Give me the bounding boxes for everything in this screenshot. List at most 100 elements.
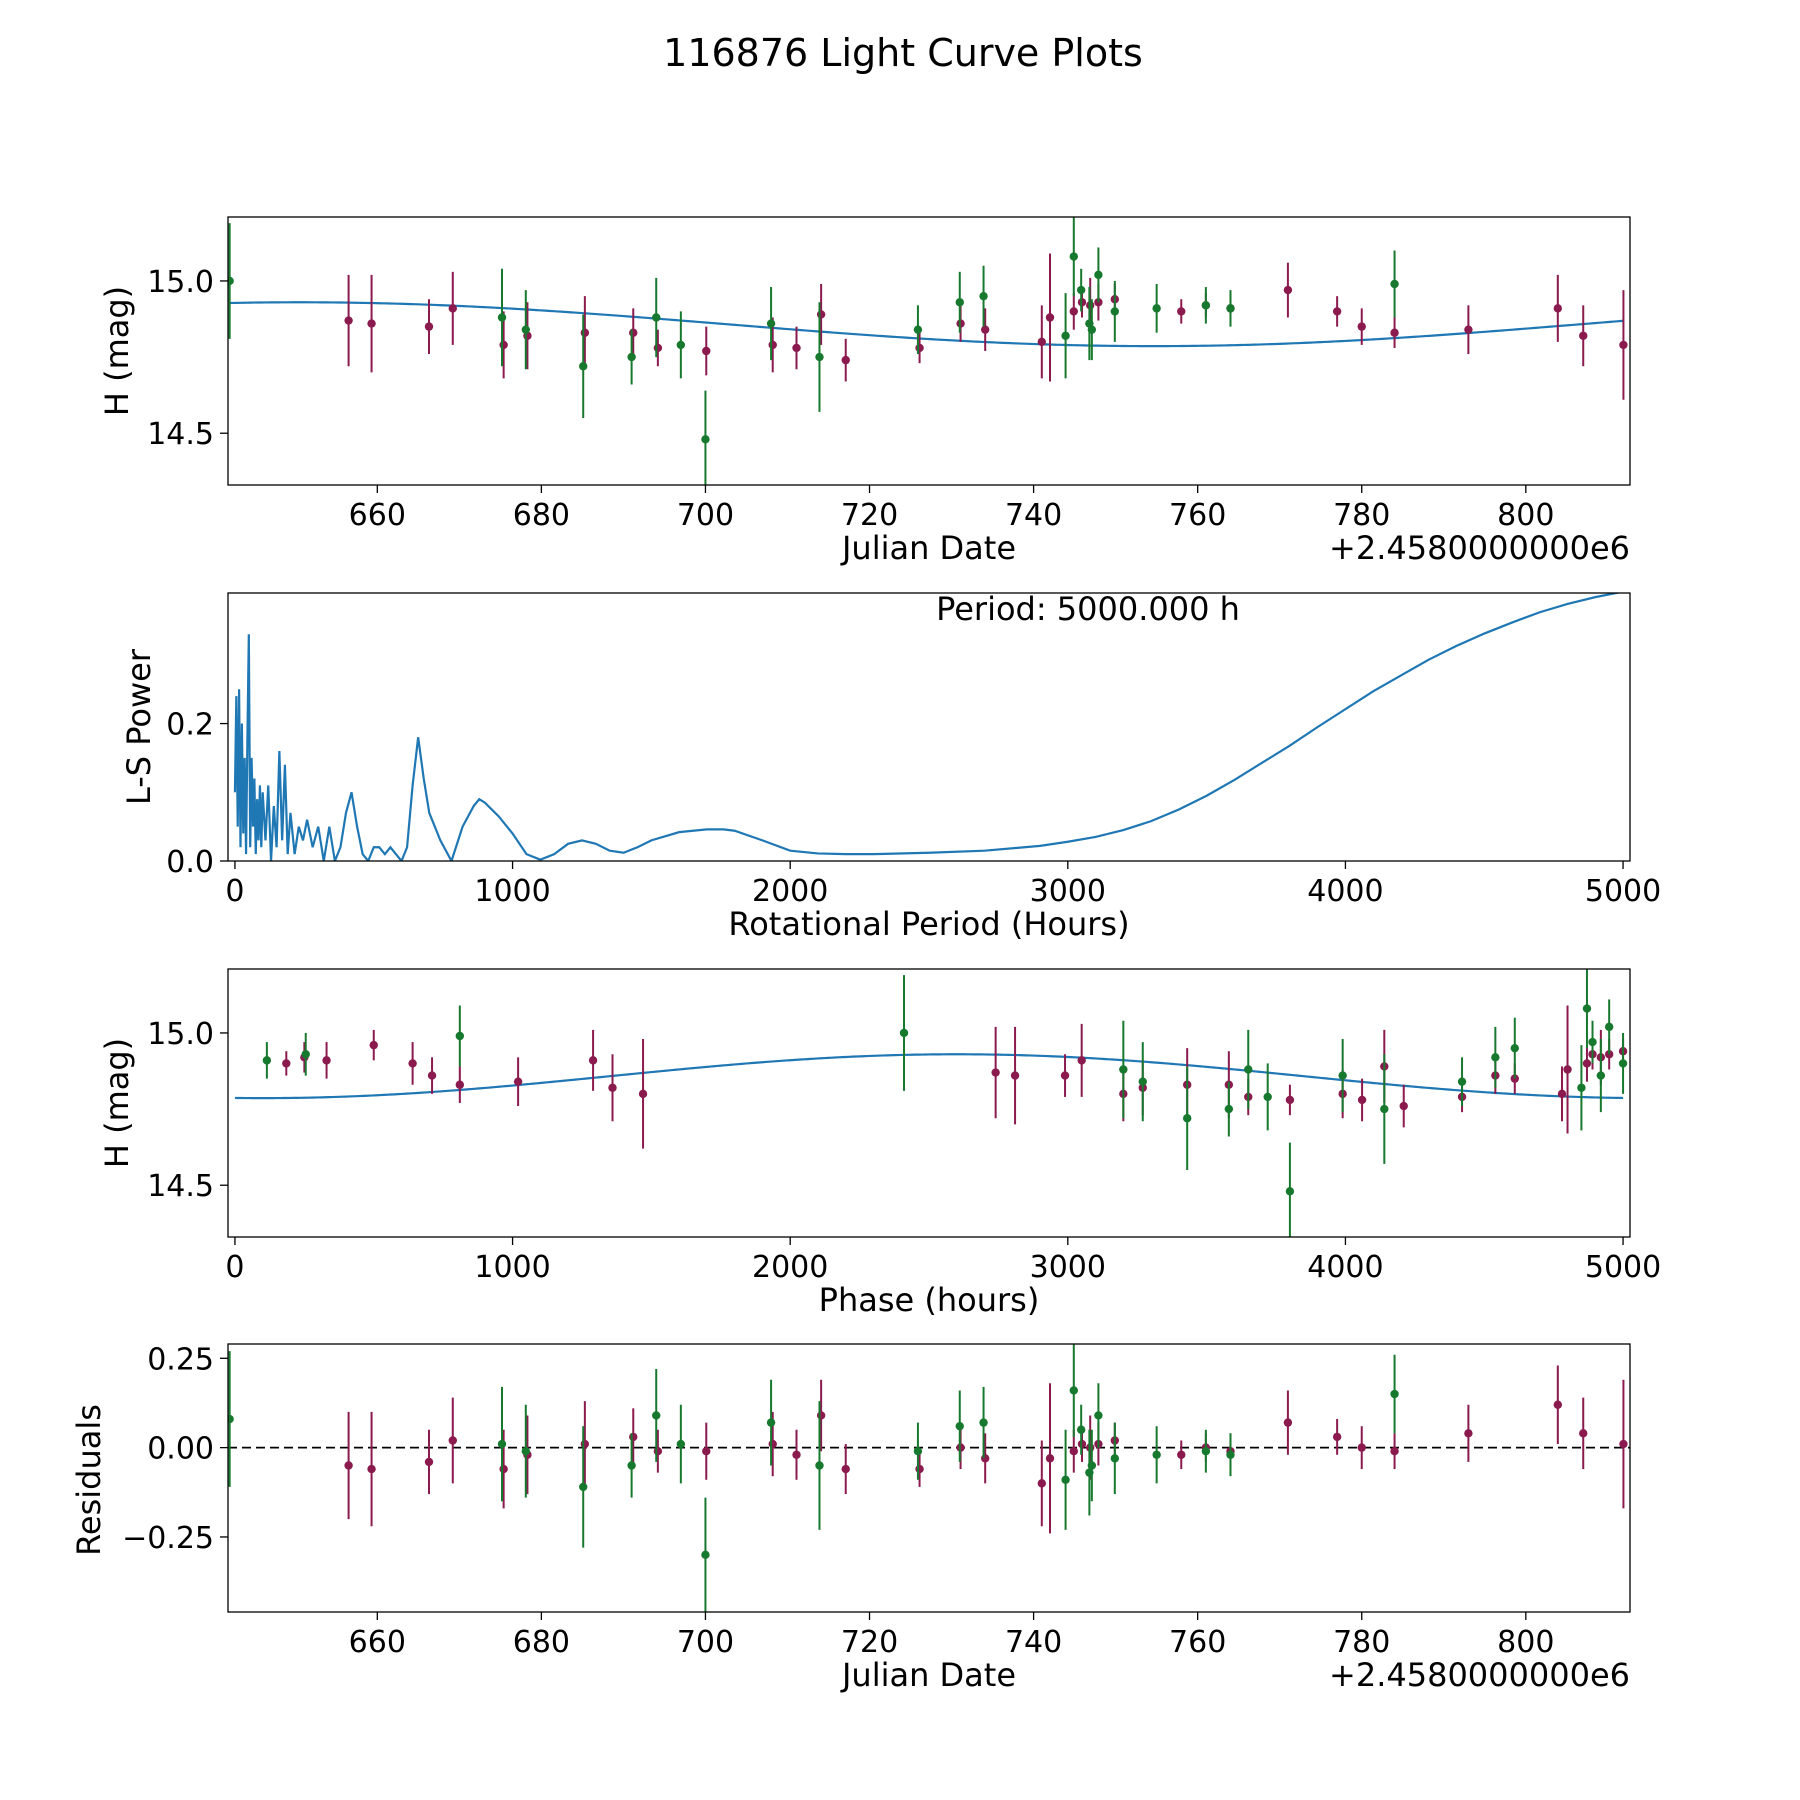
phased-data-point <box>282 1059 291 1068</box>
residuals-data-point <box>1110 1454 1120 1463</box>
phased-frame <box>227 968 1631 1238</box>
phased-data-point <box>1060 1071 1070 1080</box>
residuals-data-point <box>448 1436 457 1445</box>
residuals-data-point <box>652 1411 661 1420</box>
residuals-data-point <box>497 1439 507 1449</box>
phased-data-point <box>1138 1077 1147 1086</box>
residuals-data-point <box>579 1482 588 1492</box>
phased-data-point <box>1380 1104 1389 1114</box>
lightcurve-model-curve <box>229 301 1625 348</box>
phased-data-point <box>608 1083 617 1092</box>
phased-data-point <box>1596 1071 1606 1080</box>
lightcurve-ytick-label: 14.5 <box>147 417 214 452</box>
lightcurve-data-point <box>1045 313 1055 322</box>
periodogram-ytick-label: 0.0 <box>166 845 214 880</box>
phased-data-point <box>1285 1095 1295 1105</box>
phased-data-point <box>1285 1187 1295 1196</box>
periodogram-xtick-label: 0 <box>225 874 244 909</box>
residuals-data-point <box>701 1550 710 1560</box>
lightcurve-data-point <box>1087 325 1097 334</box>
lightcurve-data-point <box>1094 270 1103 280</box>
residuals-data-point <box>702 1447 711 1456</box>
lightcurve-data-point <box>815 352 824 362</box>
lightcurve-data-point <box>652 313 661 322</box>
lightcurve-data-point <box>980 325 990 334</box>
lightcurve-xtick-label: 720 <box>841 498 898 533</box>
lightcurve-xtick-label: 660 <box>349 498 406 533</box>
phased-data-point <box>1618 1059 1628 1068</box>
phased-data-point <box>1263 1092 1272 1102</box>
lightcurve-data-point <box>1619 340 1628 350</box>
phased-data-point <box>455 1080 465 1089</box>
lightcurve-data-point <box>424 322 434 331</box>
phased-xtick-label: 1000 <box>474 1250 550 1285</box>
phased-data-point <box>899 1028 909 1038</box>
residuals-xticks: 660 680 700 720 740 760 780 800 <box>349 1612 1554 1660</box>
phased-data-point <box>301 1050 310 1059</box>
residuals-data-point <box>841 1464 850 1474</box>
residuals-data-point <box>1553 1400 1563 1409</box>
lightcurve-xtick-label: 680 <box>513 498 570 533</box>
phased-xticks: 0 1000 2000 3000 4000 5000 <box>225 1237 1661 1285</box>
periodogram-line <box>233 593 1622 861</box>
residuals-frame <box>227 1343 1631 1613</box>
phased-data-point <box>1010 1071 1020 1080</box>
lightcurve-data-point <box>1226 304 1235 313</box>
periodogram-xtick-label: 3000 <box>1030 874 1106 909</box>
periodogram-xtick-label: 2000 <box>752 874 828 909</box>
residuals-data-point <box>1037 1479 1046 1488</box>
lightcurve-data-point <box>701 435 710 444</box>
lightcurve-offset-text: +2.4580000000e6 <box>1329 529 1630 567</box>
residuals-xtick-label: 660 <box>349 1625 406 1660</box>
lightcurve-data-point <box>1069 252 1078 261</box>
lightcurve-xticks: 660 680 700 720 740 760 780 800 <box>349 485 1554 533</box>
lightcurve-data-point <box>499 340 508 350</box>
residuals-data-point <box>1390 1389 1399 1399</box>
residuals-xtick-label: 740 <box>1005 1625 1062 1660</box>
lightcurve-data-point <box>1061 331 1070 340</box>
residuals-data-point <box>768 1439 777 1449</box>
residuals-data-point <box>228 1414 234 1424</box>
phased-data-point <box>1557 1089 1567 1099</box>
residuals-data-point <box>1045 1454 1055 1463</box>
lightcurve-data-point <box>913 325 923 334</box>
residuals-data-point <box>1332 1432 1342 1442</box>
residuals-ylabel: Residuals <box>70 1404 108 1556</box>
lightcurve-data-point <box>1332 307 1342 316</box>
lightcurve-data-point <box>1177 307 1186 316</box>
lightcurve-data-point <box>228 276 234 286</box>
lightcurve-data-point <box>367 319 376 328</box>
lightcurve-data-point <box>1037 337 1046 347</box>
residuals-xtick-label: 780 <box>1333 1625 1390 1660</box>
lightcurve-data-point <box>344 316 353 325</box>
lightcurve-data-point <box>1069 307 1078 316</box>
residuals-data-point <box>815 1461 824 1470</box>
residuals-data-point <box>1069 1447 1078 1456</box>
lightcurve-data-point <box>1464 325 1473 334</box>
phased-data-point <box>1244 1065 1253 1074</box>
lightcurve-model <box>229 301 1625 348</box>
lightcurve-data-point <box>1283 285 1293 295</box>
lightcurve-ytick-label: 15.0 <box>147 265 214 300</box>
residuals-data-point <box>367 1464 376 1474</box>
phased-data-point <box>1399 1101 1408 1111</box>
residuals-data-point <box>1087 1461 1097 1470</box>
phased-xtick-label: 4000 <box>1307 1250 1383 1285</box>
residuals-data-point <box>1283 1418 1293 1427</box>
residuals-data-point <box>1094 1411 1103 1420</box>
phased-data-point <box>991 1068 1000 1077</box>
lightcurve-data-point <box>841 355 850 365</box>
phased-yticks: 14.5 15.0 <box>147 1017 228 1204</box>
lightcurve-data-point <box>1110 307 1120 316</box>
phased-points <box>262 969 1628 1237</box>
phased-data-point <box>1457 1077 1467 1086</box>
phased-data-point <box>1582 1059 1592 1068</box>
phased-data-point <box>369 1040 378 1050</box>
residuals-xtick-label: 720 <box>841 1625 898 1660</box>
residuals-data-point <box>424 1457 434 1467</box>
residuals-data-point <box>1061 1475 1070 1484</box>
lightcurve-data-point <box>766 319 776 328</box>
lightcurve-data-point <box>627 352 636 362</box>
phased-xtick-label: 5000 <box>1585 1250 1661 1285</box>
phased-data-point <box>427 1071 437 1080</box>
